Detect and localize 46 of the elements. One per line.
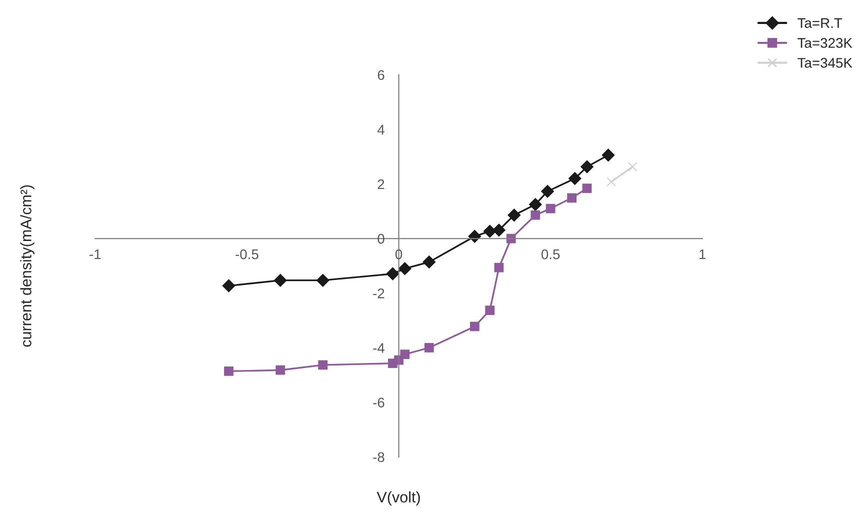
point [541, 184, 554, 198]
y-axis-title: current density(mA/cm²) [20, 185, 34, 347]
point [506, 234, 516, 244]
x-tick-label: 0.5 [541, 249, 560, 260]
point [494, 262, 504, 272]
y-tick-label: 6 [378, 70, 384, 80]
legend-label: Ta=345K [798, 58, 852, 68]
point [318, 360, 328, 370]
y-tick-label: 4 [377, 124, 384, 134]
point [470, 322, 480, 332]
x-tick-label: -0.5 [236, 249, 258, 260]
point [485, 306, 495, 316]
y-tick-label: -2 [373, 288, 384, 298]
point [530, 210, 540, 220]
legend-label: Ta=R.T [798, 18, 842, 28]
point [222, 279, 236, 292]
point [492, 224, 506, 237]
x-axis-title: V(volt) [376, 491, 420, 506]
point [568, 172, 582, 185]
point [400, 350, 410, 359]
x-tick-label: 1 [700, 250, 706, 260]
point [546, 204, 556, 214]
point [316, 274, 330, 287]
legend-label: Ta=323K [798, 38, 852, 48]
point [468, 230, 482, 243]
point [508, 208, 521, 222]
point [628, 162, 638, 172]
point [422, 256, 436, 268]
y-tick-label: -6 [373, 398, 384, 408]
point [398, 262, 412, 276]
point [567, 193, 577, 203]
point [528, 198, 542, 211]
point [276, 365, 286, 375]
x-tick-label: -1 [90, 250, 101, 260]
y-tick-label: 2 [378, 179, 384, 190]
y-tick-label: -4 [373, 343, 384, 353]
point [483, 224, 496, 238]
point [224, 366, 234, 376]
y-tick-label: -8 [373, 452, 384, 462]
point [602, 148, 615, 162]
point [274, 274, 287, 287]
point [582, 184, 592, 194]
point [606, 177, 616, 186]
point [424, 343, 434, 352]
point [386, 267, 400, 280]
point [580, 160, 594, 174]
